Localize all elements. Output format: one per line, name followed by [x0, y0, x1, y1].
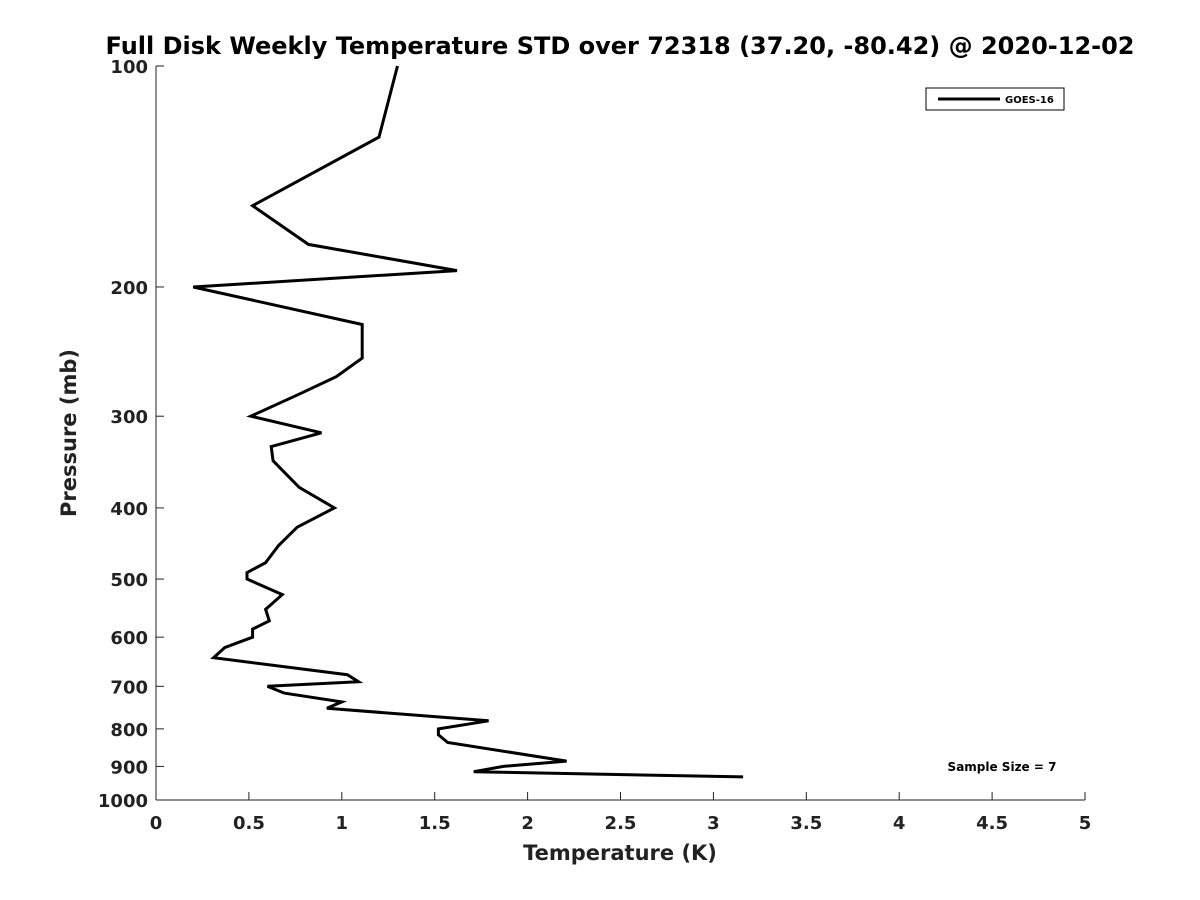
data-point [272, 459, 275, 462]
data-point [333, 506, 336, 509]
data-point [192, 285, 195, 288]
data-point [742, 775, 745, 778]
data-point [307, 243, 310, 246]
data-point [455, 269, 458, 272]
data-point [251, 204, 254, 207]
sample-size-annotation: Sample Size = 7 [948, 760, 1057, 774]
x-tick-label: 4.5 [976, 813, 1008, 834]
x-tick-label: 5 [1079, 813, 1092, 834]
data-point [246, 571, 249, 574]
legend: GOES-16 [925, 87, 1065, 111]
legend-label-goes-16: GOES-16 [1005, 95, 1054, 106]
data-point [437, 727, 440, 730]
data-point [270, 445, 273, 448]
data-point [277, 544, 280, 547]
y-tick-label: 1000 [98, 791, 148, 812]
data-point [251, 636, 254, 639]
data-point [298, 486, 301, 489]
x-tick-label: 4 [893, 813, 906, 834]
y-tick-label: 900 [110, 757, 148, 778]
data-point [320, 431, 323, 434]
x-axis-label: Temperature (K) [523, 841, 717, 865]
data-point [335, 375, 338, 378]
data-point [437, 733, 440, 736]
data-point [346, 673, 349, 676]
x-tick-label: 3 [707, 813, 720, 834]
data-point [396, 65, 399, 68]
data-point [377, 136, 380, 139]
data-point [251, 628, 254, 631]
data-point [298, 393, 301, 396]
data-point [264, 608, 267, 611]
y-tick-label: 200 [110, 278, 148, 299]
y-tick-label: 300 [110, 407, 148, 428]
x-tick-label: 0 [150, 813, 163, 834]
y-tick-label: 400 [110, 499, 148, 520]
plot-axes [155, 66, 1085, 801]
y-tick-label: 500 [110, 570, 148, 591]
data-point [340, 700, 343, 703]
x-tick-label: 3.5 [790, 813, 822, 834]
x-tick-label: 0.5 [233, 813, 265, 834]
x-tick-label: 2.5 [605, 813, 637, 834]
data-point [283, 692, 286, 695]
chart-title: Full Disk Weekly Temperature STD over 72… [106, 32, 1135, 60]
data-point [281, 593, 284, 596]
data-point [565, 760, 568, 763]
y-tick-label: 600 [110, 628, 148, 649]
x-axis-ticks: 0 0.5 1 1.5 2 2.5 3 3.5 4 4.5 5 [150, 792, 1092, 834]
x-tick-label: 1 [336, 813, 349, 834]
data-point [472, 770, 475, 773]
data-point [264, 561, 267, 564]
data-point [361, 357, 364, 360]
series-line-goes-16 [192, 65, 744, 779]
y-tick-label: 100 [110, 57, 148, 78]
y-axis-label: Pressure (mb) [57, 349, 81, 517]
y-tick-label: 800 [110, 720, 148, 741]
y-tick-label: 700 [110, 677, 148, 698]
data-point [266, 685, 269, 688]
data-point [502, 765, 505, 768]
data-point [246, 578, 249, 581]
y-axis-ticks: 100 200 300 400 500 600 700 800 900 1000 [98, 57, 164, 812]
data-point [361, 323, 364, 326]
data-point [212, 656, 215, 659]
data-point [446, 741, 449, 744]
data-point [325, 707, 328, 710]
data-point [223, 646, 226, 649]
x-tick-label: 2 [521, 813, 534, 834]
data-point [268, 619, 271, 622]
data-point [487, 719, 490, 722]
x-tick-label: 1.5 [419, 813, 451, 834]
data-point [249, 415, 252, 418]
data-point [357, 680, 360, 683]
data-point [296, 526, 299, 529]
